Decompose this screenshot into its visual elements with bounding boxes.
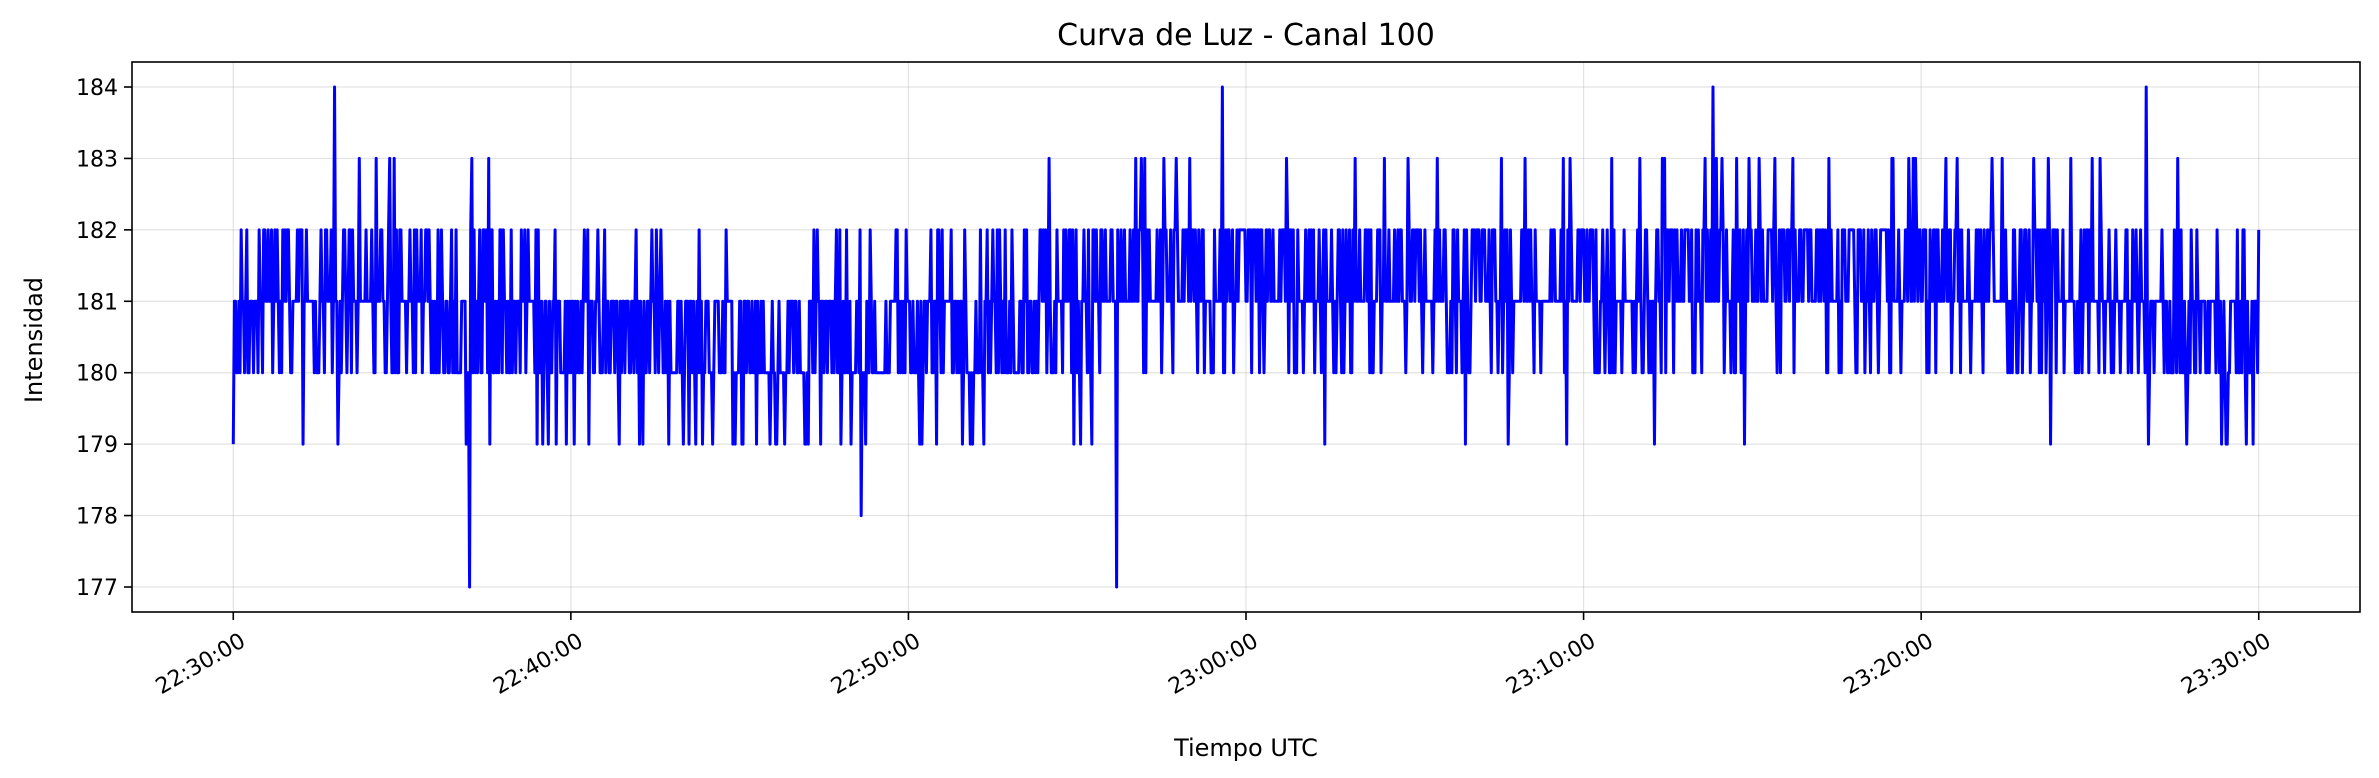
y-tick-label: 184	[76, 76, 118, 101]
series-line	[231, 85, 2261, 589]
x-axis-label: Tiempo UTC	[1173, 734, 1318, 762]
y-axis-label: Intensidad	[20, 277, 48, 403]
y-tick-label: 180	[76, 362, 118, 387]
chart-title: Curva de Luz - Canal 100	[1057, 18, 1435, 53]
series-layer	[231, 85, 2261, 589]
y-tick-label: 182	[76, 219, 118, 244]
y-tick-label: 177	[76, 576, 118, 601]
y-axis: 177 178 179 180 181 182 183 184	[76, 76, 132, 601]
y-tick-label: 178	[76, 505, 118, 530]
y-tick-label: 183	[76, 147, 118, 172]
y-tick-label: 179	[76, 433, 118, 458]
y-tick-label: 181	[76, 290, 118, 315]
